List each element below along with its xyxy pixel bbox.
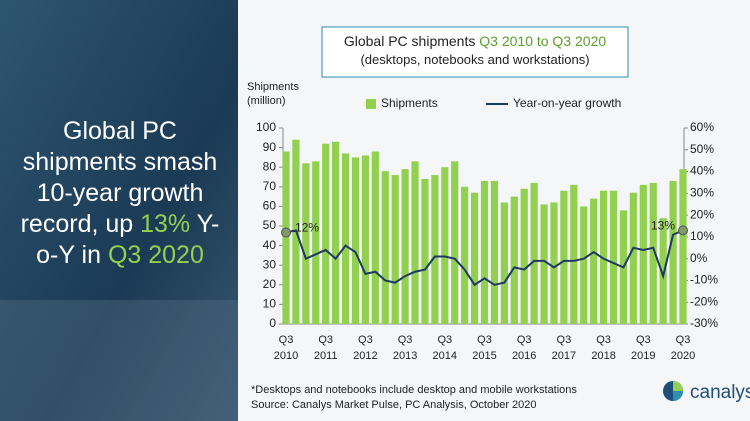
bar <box>550 202 558 324</box>
x-tick-label: Q3 2011 <box>313 334 338 362</box>
y2-tick-label: 60% <box>690 120 714 134</box>
bar <box>490 180 499 324</box>
x-tick-label: Q3 2016 <box>511 334 537 362</box>
footnote: *Desktops and notebooks include desktop … <box>251 384 577 396</box>
x-tick-label: Q3 2020 <box>670 334 696 362</box>
y2-tick-label: 40% <box>690 164 714 178</box>
bar <box>431 175 439 324</box>
headline-text: Global PC shipments smash 10-year growth… <box>20 117 218 238</box>
bar <box>401 169 409 324</box>
y-tick-label: 70 <box>263 179 277 193</box>
legend-label: Year-on-year growth <box>513 96 621 110</box>
bar <box>669 180 677 324</box>
bar <box>421 178 429 324</box>
logo-icon-part <box>673 391 683 401</box>
bar <box>470 192 479 324</box>
bar <box>441 167 449 324</box>
bar <box>371 151 379 324</box>
y2-tick-label: 20% <box>690 207 714 221</box>
bar <box>332 141 340 324</box>
bar <box>649 182 657 324</box>
data-label: 13% <box>651 219 675 233</box>
bar <box>520 188 528 324</box>
y-tick-label: 100 <box>256 120 276 134</box>
y-tick-label: 80 <box>263 159 277 173</box>
title-text: Global PC shipments <box>343 33 476 49</box>
chart-subtitle: (desktops, notebooks and workstations) <box>360 52 590 67</box>
x-tick-label: Q3 2019 <box>631 334 656 362</box>
bar <box>530 182 538 324</box>
y2-tick-label: 30% <box>690 186 714 200</box>
footnote: Source: Canalys Market Pulse, PC Analysi… <box>251 399 537 411</box>
bar <box>659 218 667 324</box>
x-tick-label: Q3 2012 <box>353 334 378 362</box>
bar <box>679 169 687 324</box>
legend-label: Shipments <box>381 96 438 110</box>
title-box <box>321 26 629 78</box>
bar <box>391 175 399 324</box>
chart-title: Global PC shipments Q3 2010 to Q3 2020 <box>322 32 628 50</box>
data-label: 12% <box>295 221 319 235</box>
bar <box>381 171 389 324</box>
bar <box>351 157 360 324</box>
x-tick-label: Q3 2018 <box>591 334 616 362</box>
growth-line <box>285 229 684 287</box>
y2-tick-label: -10% <box>690 273 718 287</box>
bar <box>570 184 578 324</box>
bar <box>580 206 588 324</box>
y-tick-label: 50 <box>263 218 277 232</box>
bar <box>510 196 518 324</box>
bar <box>629 192 637 324</box>
headline-text: Y-o-Y in <box>36 210 220 269</box>
left-panel <box>0 0 238 421</box>
photo-shade <box>0 300 238 421</box>
y-tick-label: 60 <box>263 199 277 213</box>
bar <box>639 184 647 324</box>
bar <box>451 161 459 324</box>
bar <box>609 190 618 324</box>
highlight-marker <box>678 225 688 236</box>
bar <box>560 190 568 324</box>
bar <box>411 161 419 324</box>
x-tick-label: Q3 2014 <box>432 334 458 362</box>
x-tick-label: Q3 2013 <box>392 334 418 362</box>
y2-tick-label: -20% <box>690 294 718 308</box>
y2-tick-label: 50% <box>690 142 714 156</box>
bar <box>341 153 350 324</box>
bar <box>480 180 489 324</box>
bar <box>322 143 330 324</box>
highlight-marker <box>281 227 291 238</box>
y2-tick-label: 10% <box>690 229 714 243</box>
bar <box>600 190 608 324</box>
headline: Global PC shipments smash 10-year growth… <box>14 116 226 271</box>
bar <box>590 198 598 324</box>
bar <box>282 151 290 324</box>
bar <box>312 161 320 324</box>
y-tick-label: 90 <box>263 140 277 154</box>
x-tick-label: Q3 2017 <box>551 334 577 362</box>
y2-tick-label: 0% <box>690 251 708 265</box>
x-tick-label: Q3 2015 <box>472 334 497 362</box>
y-axis-title: Shipments (million) <box>247 81 299 107</box>
x-tick-label: Q3 2010 <box>273 334 299 362</box>
y-tick-label: 0 <box>269 316 276 330</box>
y-tick-label: 30 <box>263 257 277 271</box>
bar <box>361 155 369 324</box>
bar <box>461 186 469 324</box>
logo-text: canalys <box>690 382 750 403</box>
logo-icon-part <box>673 381 683 391</box>
bar <box>540 204 548 324</box>
y-tick-label: 20 <box>263 277 277 291</box>
headline-highlight: Q3 2020 <box>107 241 204 269</box>
y2-tick-label: -30% <box>690 316 718 330</box>
bar <box>302 163 310 324</box>
y-tick-label: 40 <box>263 238 277 252</box>
legend-swatch <box>366 99 376 109</box>
y-tick-label: 10 <box>263 297 277 311</box>
title-highlight: Q3 2010 to Q3 2020 <box>479 33 607 49</box>
bar <box>500 202 508 324</box>
headline-highlight: 13% <box>140 210 191 238</box>
